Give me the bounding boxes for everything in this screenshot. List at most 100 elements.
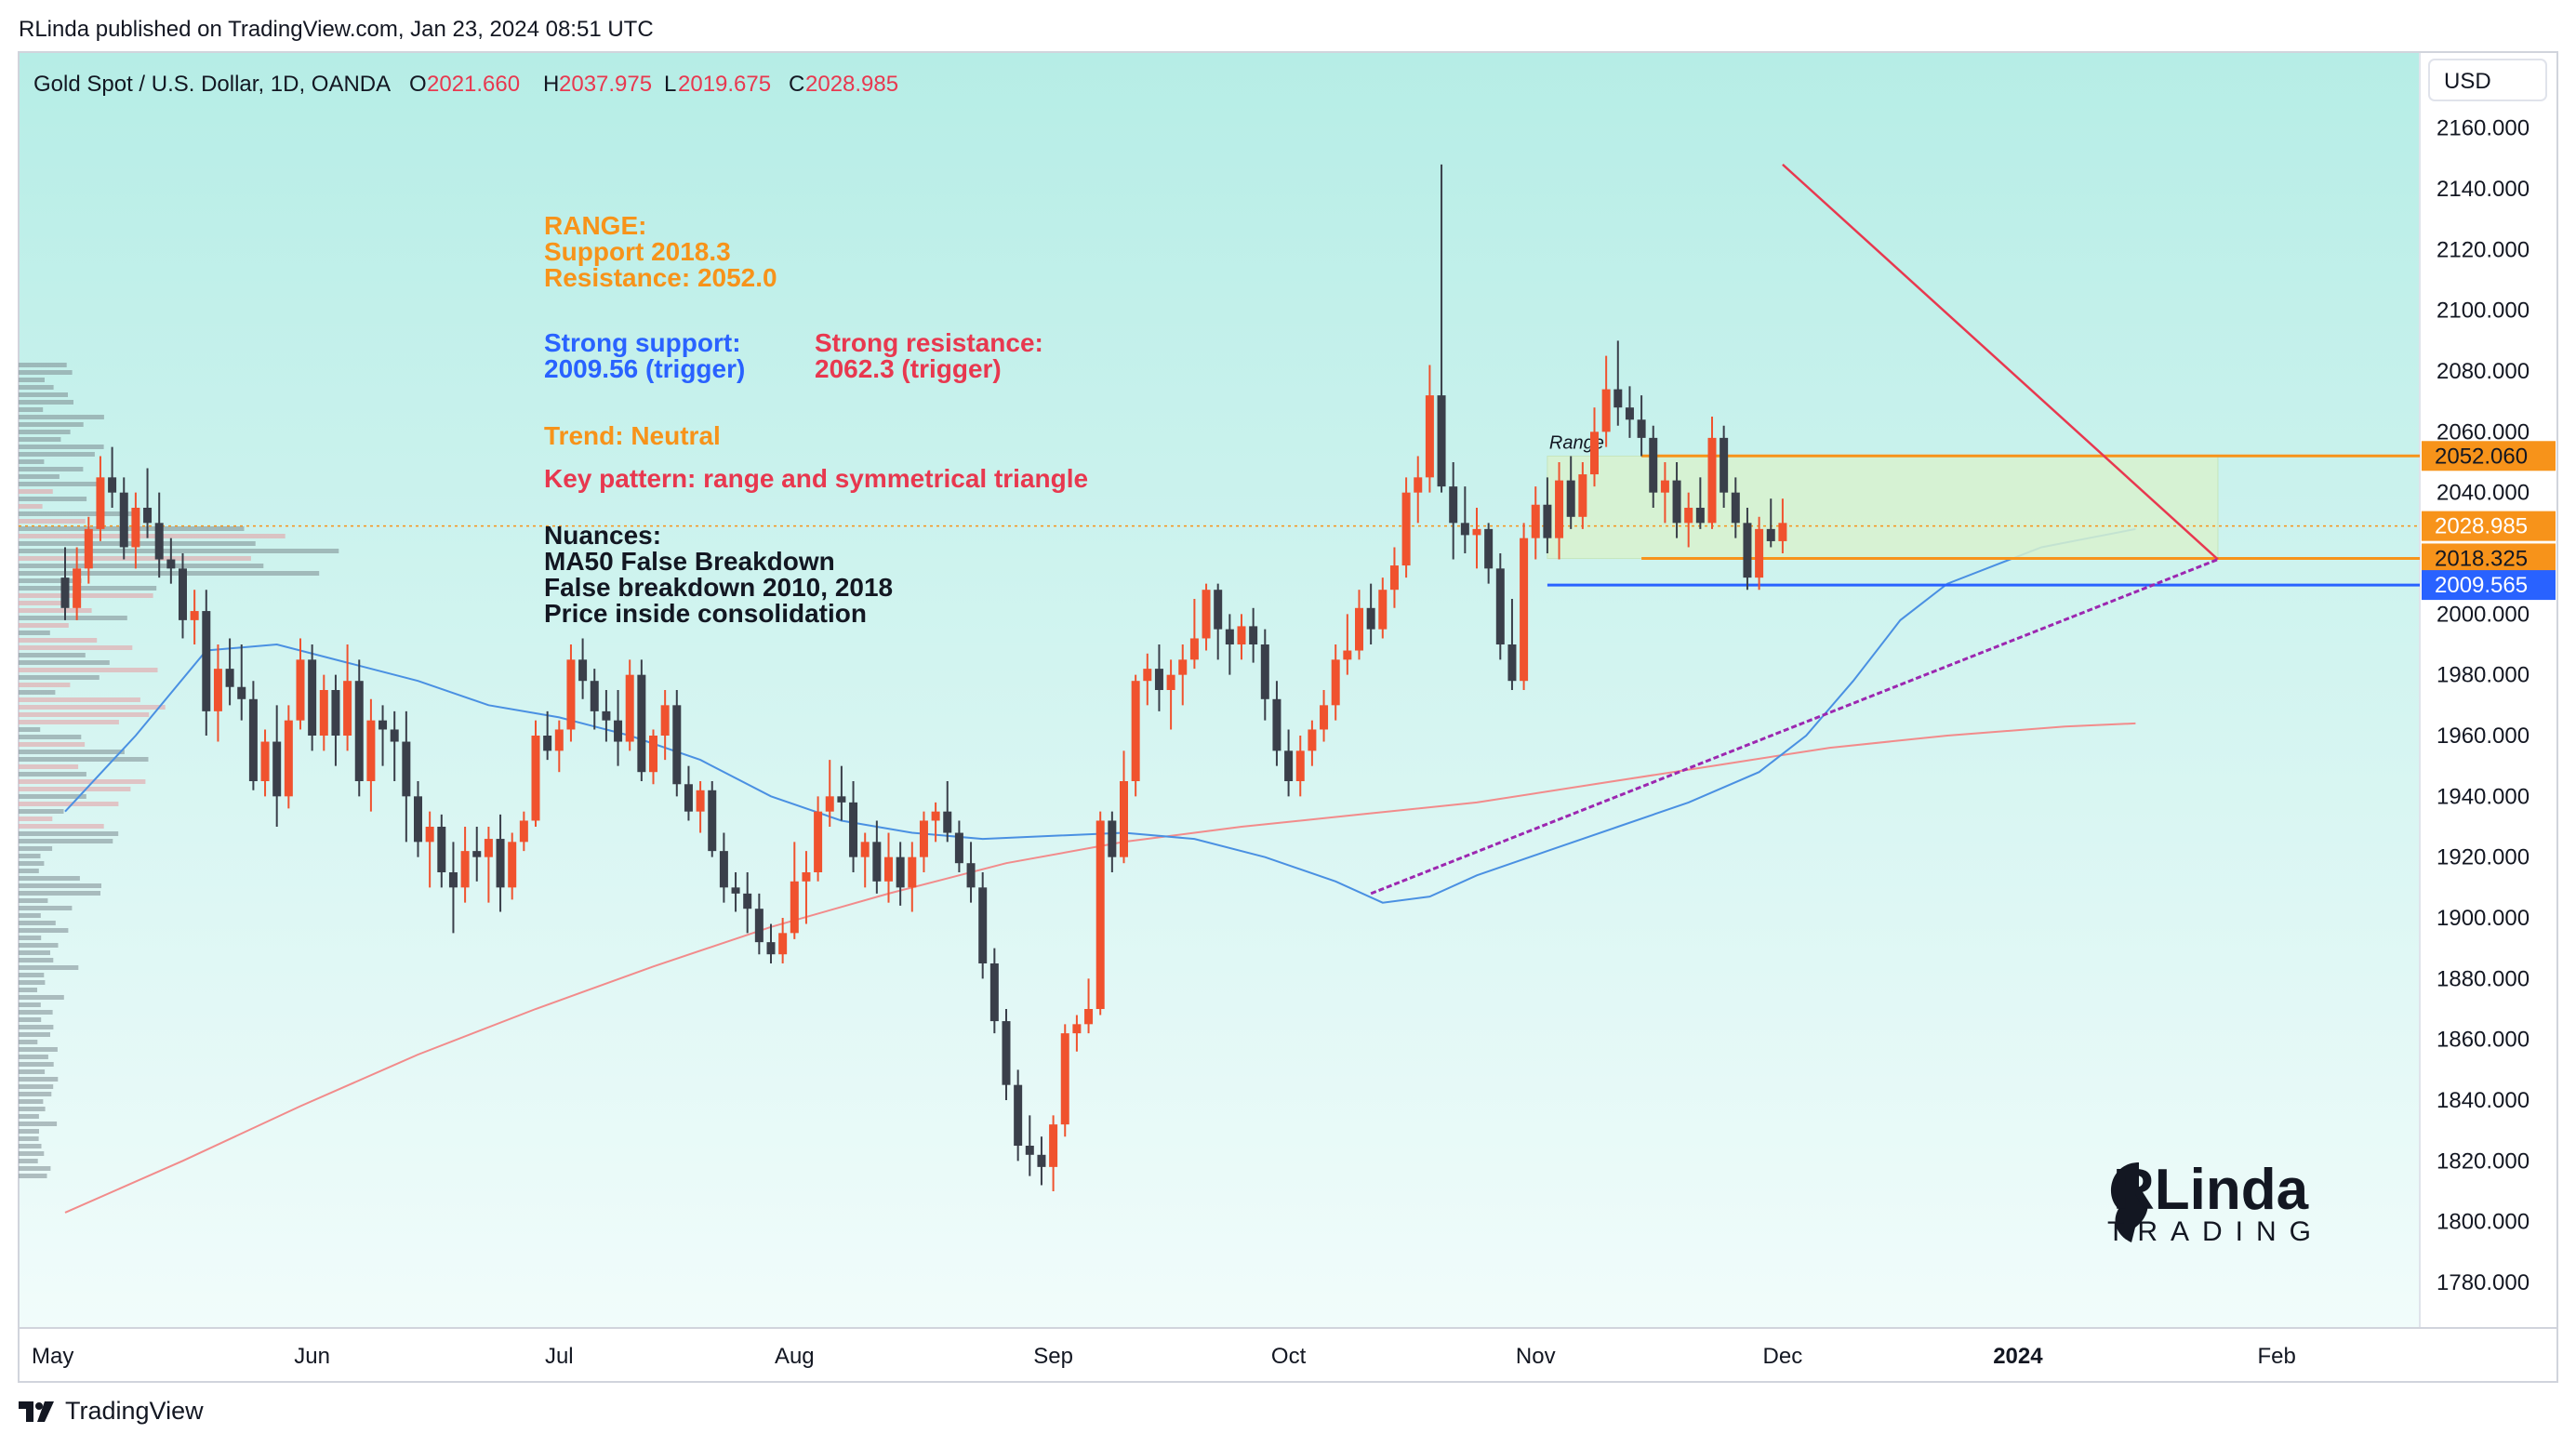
watermark-line1: RLinda — [2113, 1158, 2309, 1222]
candle-body — [378, 720, 388, 730]
price-tick-label: 2060.000 — [2437, 419, 2530, 445]
price-axis[interactable]: 2160.000 2140.000 2120.000 2100.000 2080.000… — [2422, 116, 2556, 1295]
candle-body — [1449, 486, 1458, 524]
volume-profile-bar — [19, 839, 113, 843]
candle-body — [260, 741, 270, 781]
volume-profile-bar — [19, 378, 45, 382]
candle-body — [484, 839, 493, 857]
volume-profile-bar — [19, 973, 45, 977]
time-tick-label: Feb — [2258, 1344, 2296, 1369]
candle-body — [754, 909, 764, 943]
volume-profile-bar — [19, 1136, 39, 1141]
candle-body — [1084, 1009, 1094, 1025]
candle-body — [719, 851, 728, 888]
symbol-title[interactable]: Gold Spot / U.S. Dollar, 1D, OANDA — [33, 72, 391, 97]
range-support: Support 2018.3 — [544, 237, 731, 266]
svg-text:H: H — [543, 72, 559, 97]
candle-body — [590, 681, 599, 711]
candle-body — [460, 851, 470, 888]
time-axis[interactable]: May Jun Jul Aug Sep Oct Nov Dec 2024 Feb — [32, 1344, 2296, 1369]
trend-label: Trend: Neutral — [544, 421, 721, 450]
volume-profile-bar — [19, 660, 110, 665]
candle-body — [119, 492, 128, 548]
volume-profile-bar — [19, 675, 100, 680]
volume-profile-bar — [19, 601, 69, 605]
volume-profile-bar — [19, 1017, 42, 1022]
volume-profile-bar — [19, 764, 79, 769]
tradingview-brand[interactable]: TradingView — [19, 1397, 204, 1426]
candle-body — [108, 477, 117, 493]
candle-body — [825, 796, 834, 812]
candle-body — [1225, 629, 1234, 644]
candle-body — [731, 887, 740, 894]
candle-body — [1108, 820, 1117, 857]
candle-body — [154, 523, 164, 560]
volume-profile-bar — [19, 593, 153, 598]
price-tick-label: 1920.000 — [2437, 845, 2530, 870]
candle-body — [531, 736, 540, 821]
volume-profile-bar — [19, 1069, 46, 1074]
candle-body — [1214, 590, 1223, 630]
volume-profile-bar — [19, 1174, 47, 1178]
volume-profile-bar — [19, 1107, 46, 1111]
svg-text:O: O — [409, 72, 427, 97]
time-tick-label: Aug — [775, 1344, 815, 1369]
volume-profile-bar — [19, 1166, 51, 1171]
support-tag — [2422, 543, 2556, 574]
candle-body — [554, 729, 564, 751]
candle-body — [543, 736, 552, 751]
watermark-line2: TRADING — [2107, 1216, 2324, 1247]
volume-profile-bar — [19, 995, 64, 1000]
volume-profile-bar — [19, 445, 104, 449]
strong-resistance-title: Strong resistance: — [815, 328, 1043, 357]
brand-label: TradingView — [65, 1397, 204, 1425]
ohlc-open: 2021.660 — [427, 72, 520, 97]
candle-body — [696, 790, 705, 812]
volume-profile-bar — [19, 824, 104, 829]
time-tick-label: Oct — [1271, 1344, 1307, 1369]
volume-profile-bar — [19, 950, 50, 955]
candle-body — [213, 669, 222, 711]
volume-profile-bar — [19, 631, 50, 635]
volume-profile-bar — [19, 802, 119, 806]
candle-body — [860, 842, 870, 857]
volume-profile-bar — [19, 497, 87, 501]
candle-body — [60, 577, 70, 608]
candle-body — [1590, 431, 1599, 475]
time-tick-label: Dec — [1763, 1344, 1803, 1369]
volume-profile-bar — [19, 1055, 48, 1059]
candle-body — [1684, 508, 1693, 524]
volume-profile-bar — [19, 1040, 38, 1044]
candle-body — [296, 659, 305, 721]
volume-profile-bar — [19, 921, 56, 925]
candle-body — [637, 674, 646, 773]
annotations: RANGE: Support 2018.3 Resistance: 2052.0… — [544, 211, 1088, 628]
volume-profile-bar — [19, 965, 79, 970]
ohlc-close: 2028.985 — [805, 72, 898, 97]
svg-text:L: L — [664, 72, 676, 97]
ohlc-legend: O 2021.660 H 2037.975 L 2019.675 C 2028.… — [409, 72, 898, 97]
price-tick-label: 1880.000 — [2437, 966, 2530, 991]
time-tick-label: Jul — [545, 1344, 574, 1369]
volume-profile-bar — [19, 787, 131, 791]
ma50-line — [64, 527, 2136, 904]
volume-profile-bar — [19, 430, 71, 434]
volume-profile-bar — [19, 1047, 58, 1052]
volume-profile-bar — [19, 712, 150, 717]
candle-body — [684, 784, 693, 812]
candle-body — [1649, 437, 1658, 493]
candle-body — [1507, 644, 1517, 682]
current-price-tag — [2422, 511, 2556, 541]
volume-profile-bar — [19, 727, 41, 732]
volume-profile-bar — [19, 705, 166, 710]
price-tick-label: 2140.000 — [2437, 177, 2530, 202]
candle-body — [425, 827, 434, 843]
volume-profile-bar — [19, 1084, 54, 1089]
volume-profile-bar — [19, 1092, 52, 1096]
candle-body — [1566, 480, 1575, 517]
volume-profile-bar — [19, 846, 53, 851]
currency-button[interactable] — [2428, 59, 2547, 101]
volume-profile-bar — [19, 511, 140, 516]
volume-profile-bar — [19, 1159, 38, 1163]
